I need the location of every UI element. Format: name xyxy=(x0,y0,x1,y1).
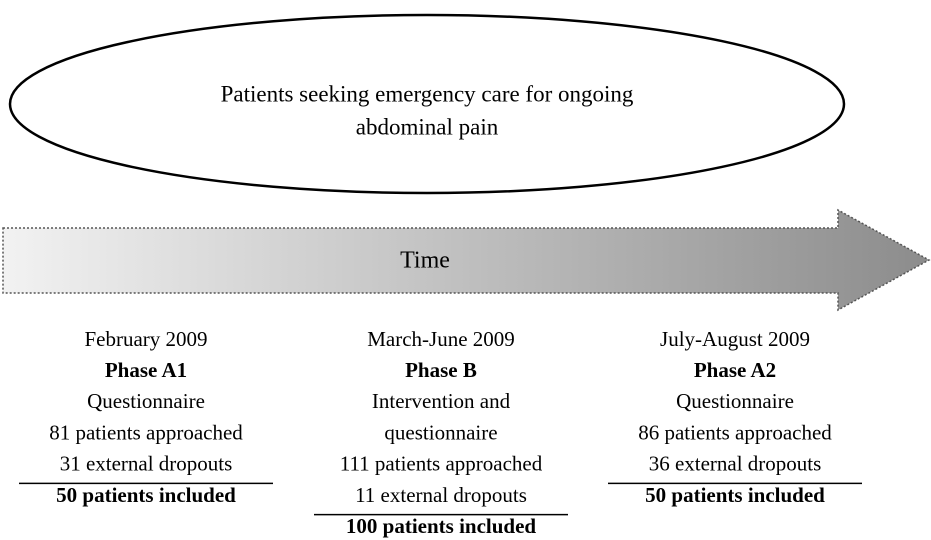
phase-date: March-June 2009 xyxy=(367,327,515,351)
population-line: abdominal pain xyxy=(356,114,499,139)
phase-columns: February 2009 Phase A1 Questionnaire 81 pat… xyxy=(19,327,862,538)
phase-activity: Intervention and xyxy=(372,389,511,413)
patients-included: 50 patients included xyxy=(645,483,825,507)
patients-included: 100 patients included xyxy=(346,514,537,538)
external-dropouts: 11 external dropouts xyxy=(355,483,527,507)
patients-included: 50 patients included xyxy=(56,483,236,507)
time-arrow xyxy=(2,208,931,312)
phase-activity: Questionnaire xyxy=(87,389,205,413)
phase-name: Phase A1 xyxy=(105,358,187,382)
population-ellipse xyxy=(8,13,846,195)
patients-approached: 111 patients approached xyxy=(340,452,543,476)
external-dropouts: 36 external dropouts xyxy=(649,452,822,476)
phase-date: February 2009 xyxy=(84,327,207,351)
phase-name: Phase A2 xyxy=(694,358,776,382)
population-line: Patients seeking emergency care for ongo… xyxy=(221,81,634,106)
patients-approached: 81 patients approached xyxy=(49,420,243,444)
phase-date: July-August 2009 xyxy=(660,327,810,351)
time-label: Time xyxy=(400,248,450,274)
patients-approached: 86 patients approached xyxy=(638,420,832,444)
phase-activity: Questionnaire xyxy=(676,389,794,413)
phase-activity: questionnaire xyxy=(384,420,497,444)
external-dropouts: 31 external dropouts xyxy=(60,452,233,476)
phase-name: Phase B xyxy=(405,358,477,382)
